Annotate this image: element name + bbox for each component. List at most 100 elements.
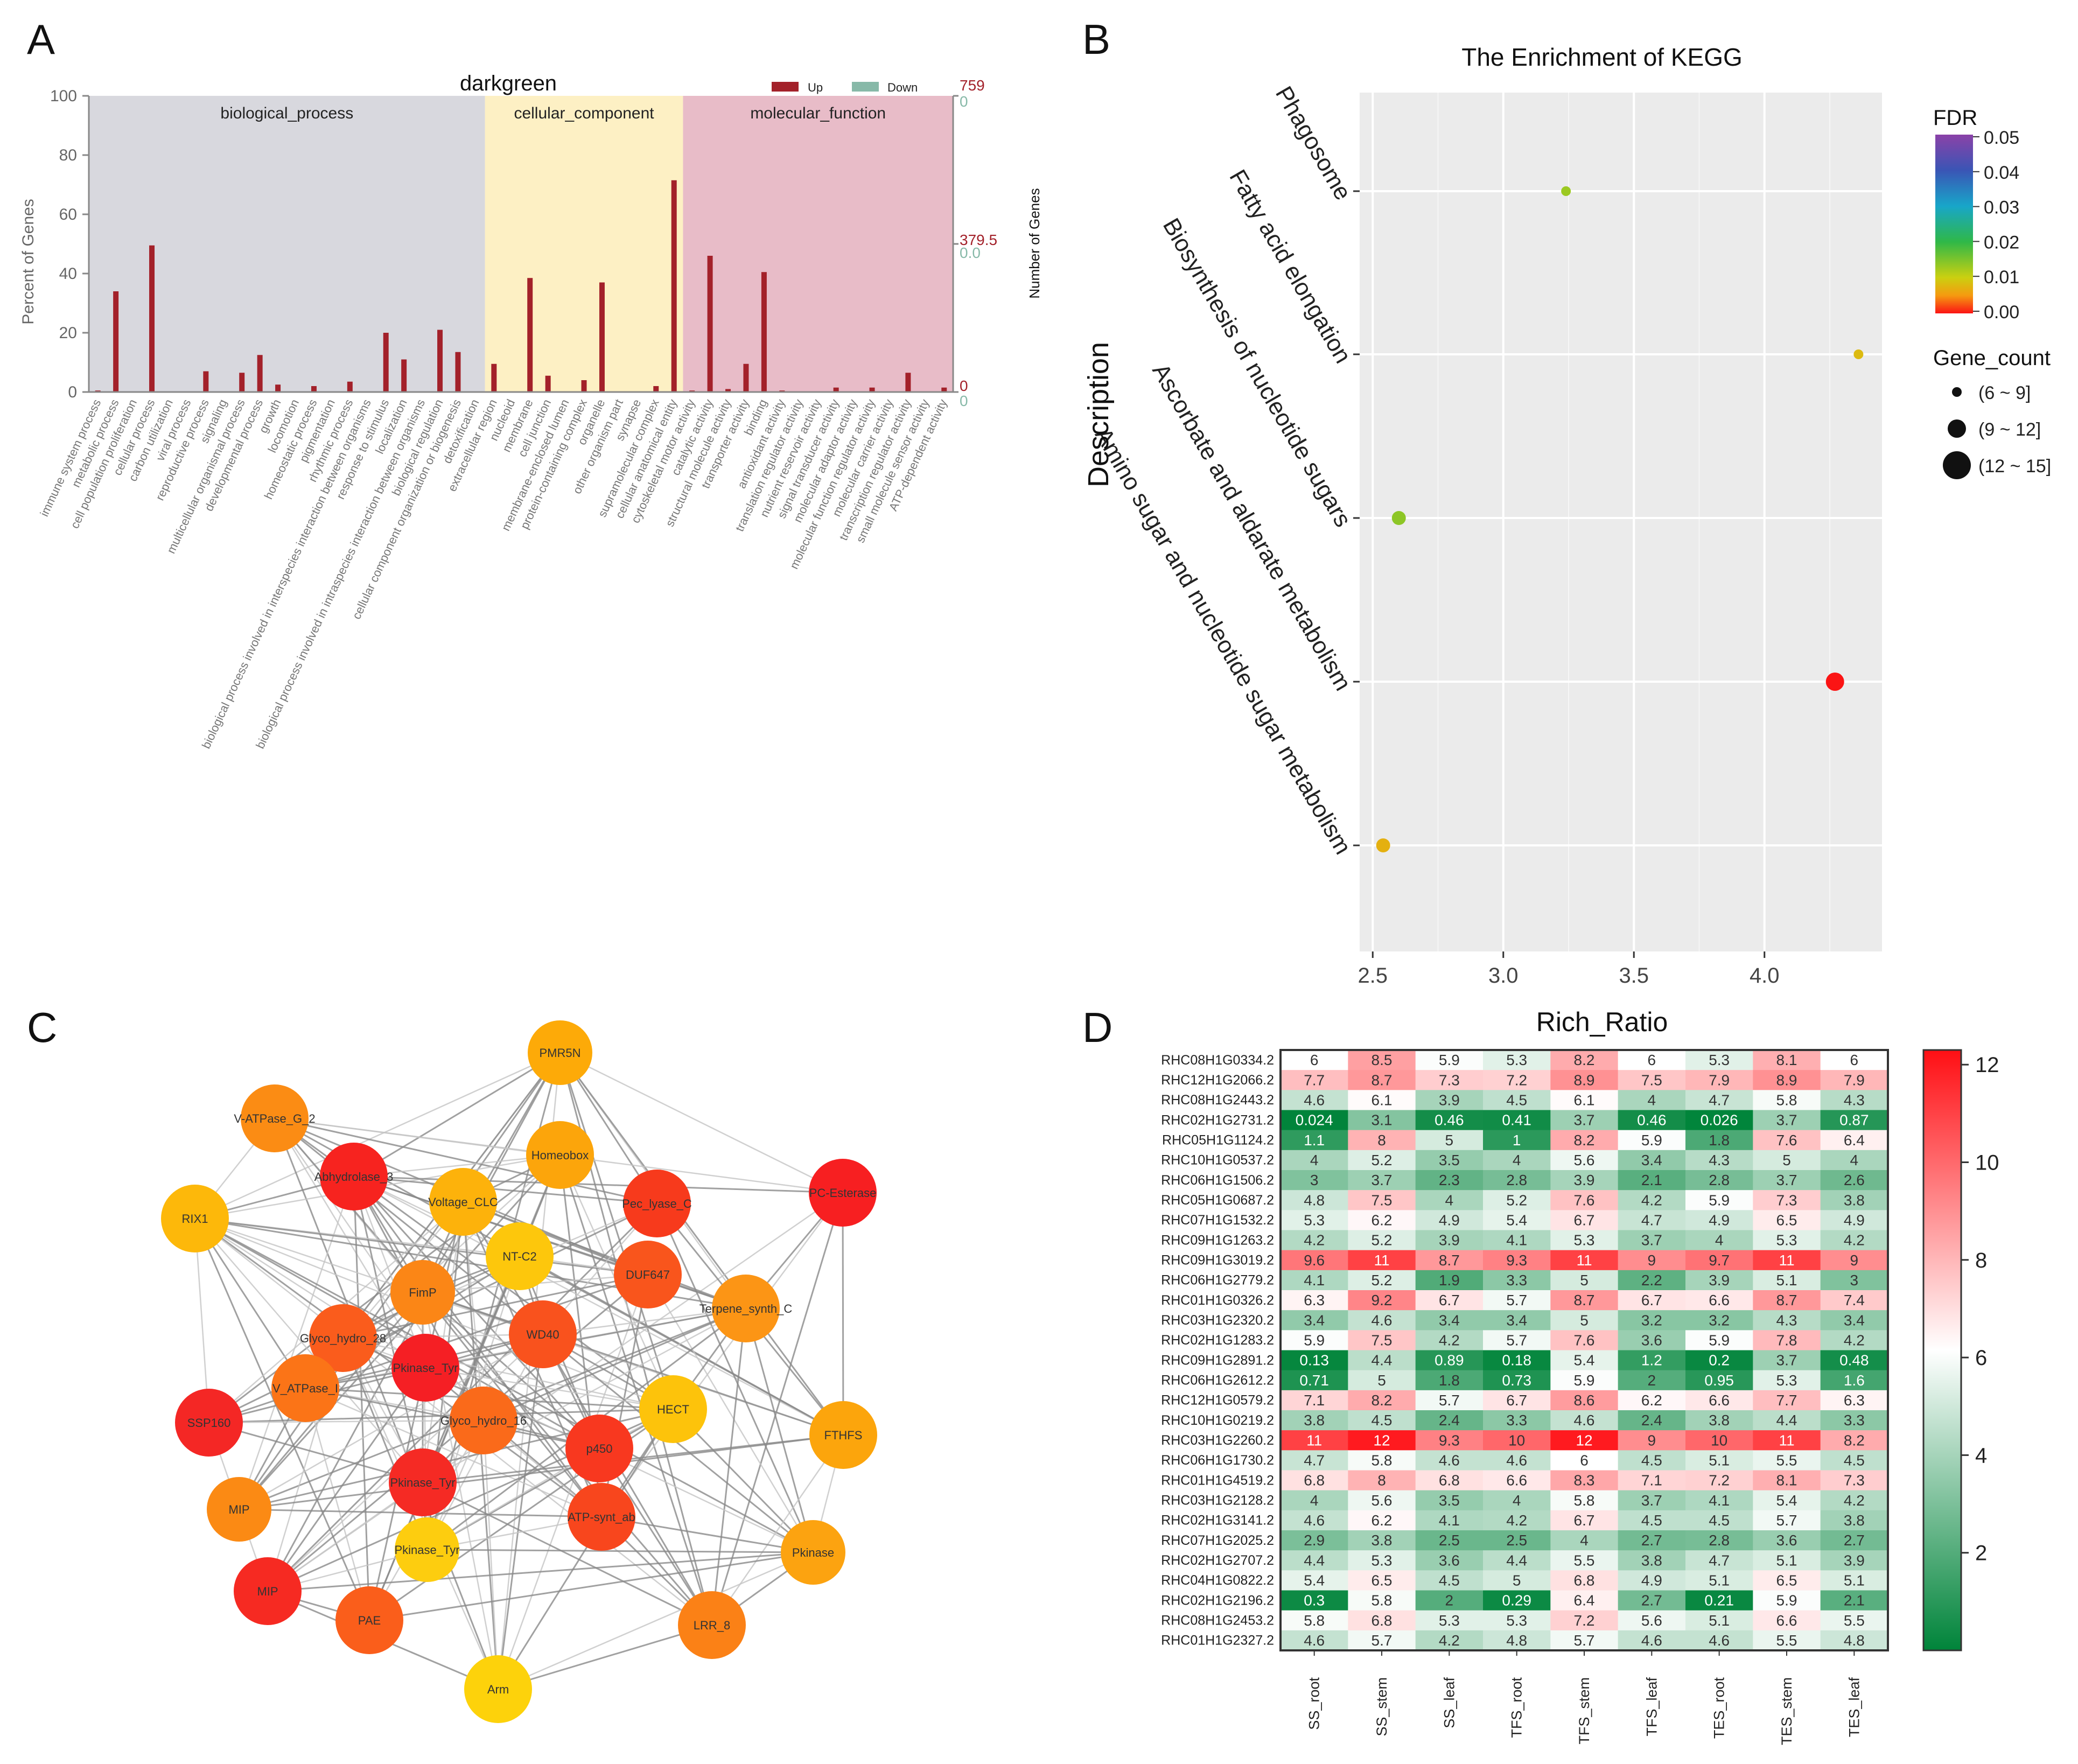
heatmap-cell-value: 9.3 bbox=[1439, 1432, 1460, 1448]
bar-up bbox=[239, 373, 245, 392]
row-label: RHC08H1G2453.2 bbox=[1161, 1613, 1274, 1628]
heatmap-cell bbox=[1415, 1330, 1484, 1350]
heatmap-cell bbox=[1483, 1530, 1551, 1551]
heatmap-cell-value: 5.3 bbox=[1709, 1052, 1730, 1068]
heatmap-cell bbox=[1820, 1230, 1888, 1251]
heatmap-cell bbox=[1753, 1390, 1821, 1411]
heatmap-cell-value: 9 bbox=[1850, 1252, 1859, 1269]
heatmap-cell-value: 4 bbox=[1445, 1192, 1454, 1208]
heatmap-cell-value: 3.5 bbox=[1439, 1492, 1460, 1509]
heatmap-cell-value: 8 bbox=[1377, 1472, 1386, 1489]
row-label: RHC07H1G2025.2 bbox=[1161, 1533, 1274, 1548]
heatmap-cell-value: 4.4 bbox=[1372, 1352, 1393, 1369]
panel-b-title: The Enrichment of KEGG bbox=[1461, 43, 1743, 71]
y-tick-label: 100 bbox=[50, 87, 77, 105]
network-edge bbox=[194, 1217, 814, 1553]
heatmap-cell-value: 3 bbox=[1850, 1272, 1859, 1289]
network-edge bbox=[422, 1291, 844, 1436]
heatmap-cell-value: 0.2 bbox=[1709, 1352, 1730, 1369]
heatmap-cell-value: 4.7 bbox=[1709, 1552, 1730, 1569]
heatmap-cell bbox=[1550, 1550, 1619, 1571]
heatmap-cell-value: 2.8 bbox=[1709, 1532, 1730, 1549]
panel-a: A biological_process cellular_component mo… bbox=[19, 16, 1043, 751]
heatmap-cell bbox=[1550, 1270, 1619, 1291]
heatmap-cell-value: 6.5 bbox=[1776, 1212, 1797, 1229]
network-node bbox=[335, 1586, 403, 1654]
heatmap-cell-value: 4.8 bbox=[1844, 1632, 1865, 1649]
heatmap-cell bbox=[1550, 1050, 1619, 1070]
bar-up bbox=[149, 245, 155, 392]
network-edge bbox=[208, 1154, 561, 1424]
panel-a-letter: A bbox=[27, 16, 55, 63]
heatmap-cell-value: 5.1 bbox=[1776, 1272, 1797, 1289]
network-node-label: PMR5N bbox=[539, 1046, 580, 1060]
heatmap-cell bbox=[1348, 1210, 1416, 1230]
heatmap-cell bbox=[1820, 1170, 1888, 1191]
fdr-legend-title: FDR bbox=[1933, 106, 1977, 130]
heatmap-cell-value: 2.7 bbox=[1641, 1592, 1662, 1609]
network-edge bbox=[305, 1387, 602, 1518]
network-node bbox=[568, 1483, 635, 1551]
network-node bbox=[389, 1448, 457, 1516]
heatmap-cell-value: 6 bbox=[1580, 1452, 1589, 1469]
heatmap-cell bbox=[1281, 1510, 1348, 1531]
heatmap-cell bbox=[1685, 1630, 1753, 1651]
heatmap-cell-value: 4.9 bbox=[1844, 1212, 1865, 1229]
panel-a-title: darkgreen bbox=[460, 72, 557, 95]
heatmap-cell-value: 4.7 bbox=[1641, 1212, 1662, 1229]
heatmap-cell bbox=[1618, 1610, 1686, 1631]
heatmap-cell-value: 0.89 bbox=[1435, 1352, 1464, 1369]
heatmap-cell-value: 9.3 bbox=[1506, 1252, 1527, 1269]
heatmap-cell-value: 4.6 bbox=[1304, 1092, 1325, 1109]
heatmap-cell bbox=[1550, 1070, 1619, 1090]
heatmap-cell bbox=[1618, 1470, 1686, 1491]
bar-up bbox=[401, 359, 407, 392]
network-edge bbox=[353, 1154, 561, 1178]
bar-up bbox=[743, 363, 749, 392]
heatmap-cell-value: 5.9 bbox=[1709, 1332, 1730, 1349]
heatmap-cell-value: 3.9 bbox=[1439, 1232, 1460, 1249]
heatmap-cell bbox=[1820, 1350, 1888, 1371]
heatmap-cell bbox=[1415, 1170, 1484, 1191]
heatmap-cell-value: 3.7 bbox=[1574, 1112, 1595, 1129]
heatmap-cell-value: 0.73 bbox=[1502, 1372, 1531, 1389]
heatmap-cell-value: 8.7 bbox=[1776, 1292, 1797, 1308]
heatmap-cell-value: 5.3 bbox=[1439, 1612, 1460, 1629]
y2-down-tick-label: 0 bbox=[960, 393, 968, 409]
legend-down-label: Down bbox=[887, 81, 918, 94]
heatmap-cell bbox=[1753, 1630, 1821, 1651]
heatmap-cell-value: 5.9 bbox=[1439, 1052, 1460, 1068]
heatmap-cell-value: 4 bbox=[1513, 1152, 1521, 1168]
heatmap-cell bbox=[1415, 1050, 1484, 1070]
heatmap-cell bbox=[1550, 1090, 1619, 1110]
heatmap-cell bbox=[1685, 1610, 1753, 1631]
heatmap-cell bbox=[1483, 1110, 1551, 1131]
panel-d-title: Rich_Ratio bbox=[1536, 1007, 1668, 1037]
group-band-biological_process bbox=[89, 96, 485, 392]
heatmap-cell-value: 3.4 bbox=[1506, 1312, 1527, 1328]
heatmap-cell-value: 9 bbox=[1648, 1432, 1656, 1448]
heatmap-cell bbox=[1281, 1230, 1348, 1251]
heatmap-cell-value: 4.1 bbox=[1304, 1272, 1325, 1289]
heatmap-cell bbox=[1820, 1270, 1888, 1291]
heatmap-cell bbox=[1753, 1470, 1821, 1491]
heatmap-cell bbox=[1753, 1610, 1821, 1631]
heatmap-cell-value: 2.5 bbox=[1506, 1532, 1527, 1549]
network-node-label: HECT bbox=[657, 1403, 689, 1416]
network-edge bbox=[425, 1307, 746, 1369]
heatmap-cell bbox=[1415, 1530, 1484, 1551]
heatmap-cell bbox=[1281, 1210, 1348, 1230]
heatmap-cell bbox=[1415, 1350, 1484, 1371]
heatmap-cell-value: 4.7 bbox=[1709, 1092, 1730, 1109]
heatmap-cell bbox=[1415, 1270, 1484, 1291]
heatmap-cell-value: 7.6 bbox=[1776, 1132, 1797, 1149]
heatmap-cell-value: 5.7 bbox=[1506, 1332, 1527, 1349]
heatmap-cell-value: 1.1 bbox=[1304, 1132, 1325, 1149]
heatmap-cell-value: 8.6 bbox=[1574, 1392, 1595, 1409]
row-label: RHC04H1G0822.2 bbox=[1161, 1573, 1274, 1588]
heatmap-cell-value: 3.9 bbox=[1844, 1552, 1865, 1569]
heatmap-cell bbox=[1415, 1550, 1484, 1571]
network-node-label: PC-Esterase bbox=[809, 1186, 877, 1200]
heatmap-cell bbox=[1348, 1050, 1416, 1070]
